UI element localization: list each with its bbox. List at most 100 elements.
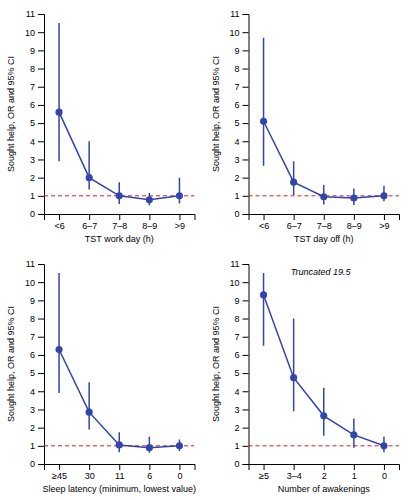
y-tick: 2	[234, 423, 248, 433]
tick-mark	[243, 50, 249, 51]
y-tick: 9	[234, 296, 248, 306]
y-tick: 7	[30, 332, 44, 342]
tick-mark	[59, 214, 60, 220]
tick-label: 0	[234, 459, 239, 469]
y-tick: 1	[234, 191, 248, 201]
y-tick: 11	[230, 259, 248, 269]
x-tick: <6	[259, 214, 269, 231]
tick-mark	[243, 123, 249, 124]
tick-mark	[179, 214, 180, 220]
x-tick: >9	[175, 214, 185, 231]
tick-mark	[38, 373, 44, 374]
tick-label: 3	[30, 155, 35, 165]
plot-area	[249, 38, 400, 205]
y-tick: 5	[234, 118, 248, 128]
tick-label: 1	[30, 441, 35, 451]
y-axis: 01234567891011	[229, 9, 249, 219]
y-tick: 1	[30, 191, 44, 201]
tick-mark	[38, 50, 44, 51]
tick-mark	[38, 105, 44, 106]
y-tick: 11	[26, 9, 44, 19]
tick-label: <6	[54, 221, 64, 231]
axis-domain	[45, 215, 196, 221]
y-tick: 7	[234, 82, 248, 92]
tick-label: 5	[30, 118, 35, 128]
tick-mark	[38, 14, 44, 15]
y-tick: 4	[30, 387, 44, 397]
tick-label: 3–4	[287, 471, 302, 481]
error-bar	[263, 38, 265, 166]
tick-label: 2	[234, 173, 239, 183]
y-tick: 11	[230, 9, 248, 19]
x-axis-title: TST day off (h)	[294, 234, 354, 244]
tick-label: 6	[30, 100, 35, 110]
point	[380, 192, 387, 199]
tick-mark	[119, 214, 120, 220]
tick-mark	[149, 464, 150, 470]
tick-label: 11	[26, 9, 35, 19]
tick-mark	[243, 159, 249, 160]
tick-mark	[294, 464, 295, 470]
x-tick: 0	[177, 464, 182, 481]
tick-label: 3	[234, 155, 239, 165]
x-tick: 6–7	[287, 214, 302, 231]
tick-mark	[38, 409, 44, 410]
tick-mark	[119, 464, 120, 470]
tick-mark	[324, 214, 325, 220]
tick-mark	[243, 178, 249, 179]
error-bar	[263, 273, 265, 346]
point	[146, 444, 153, 451]
tick-label: 6	[234, 100, 239, 110]
y-tick: 2	[30, 173, 44, 183]
tick-label: 9	[234, 46, 239, 56]
tick-mark	[89, 214, 90, 220]
tick-mark	[38, 391, 44, 392]
x-tick: 1	[352, 464, 357, 481]
tick-mark	[354, 464, 355, 470]
y-tick: 7	[30, 82, 44, 92]
x-tick: ≥45	[52, 464, 67, 481]
tick-label: 7–8	[317, 221, 332, 231]
point	[146, 196, 153, 203]
tick-mark	[38, 32, 44, 33]
tick-mark	[243, 337, 249, 338]
tick-mark	[264, 214, 265, 220]
error-bar	[58, 273, 60, 393]
axis-domain	[38, 265, 45, 465]
tick-label: 11	[230, 9, 239, 19]
y-axis-title: Sought help, OR and 95% CI	[211, 56, 221, 172]
plot-area	[44, 273, 195, 453]
tick-mark	[179, 464, 180, 470]
tick-mark	[38, 446, 44, 447]
axis-domain	[243, 265, 250, 465]
point	[86, 174, 93, 181]
y-tick: 5	[234, 368, 248, 378]
axis-domain	[249, 215, 400, 221]
tick-label: 1	[234, 441, 239, 451]
tick-mark	[243, 428, 249, 429]
tick-label: 0	[30, 209, 35, 219]
error-bar	[88, 141, 90, 189]
point	[350, 194, 357, 201]
tick-label: 4	[234, 387, 239, 397]
point	[55, 109, 62, 116]
annotation: Truncated 19.5	[291, 267, 352, 277]
point	[176, 192, 183, 199]
y-axis: 01234567891011	[229, 259, 249, 469]
tick-label: 10	[25, 278, 35, 288]
x-tick: 8–9	[347, 214, 362, 231]
axis-domain	[38, 15, 45, 215]
y-tick: 6	[30, 100, 44, 110]
tick-label: 11	[115, 471, 124, 481]
tick-label: 8	[234, 64, 239, 74]
x-tick: <6	[54, 214, 64, 231]
tick-label: 7	[234, 82, 239, 92]
tick-label: 9	[234, 296, 239, 306]
tick-mark	[149, 214, 150, 220]
tick-label: 8	[30, 314, 35, 324]
tick-mark	[243, 300, 249, 301]
point	[116, 192, 123, 199]
point	[290, 374, 297, 381]
y-tick: 1	[30, 441, 44, 451]
tick-label: 4	[30, 387, 35, 397]
